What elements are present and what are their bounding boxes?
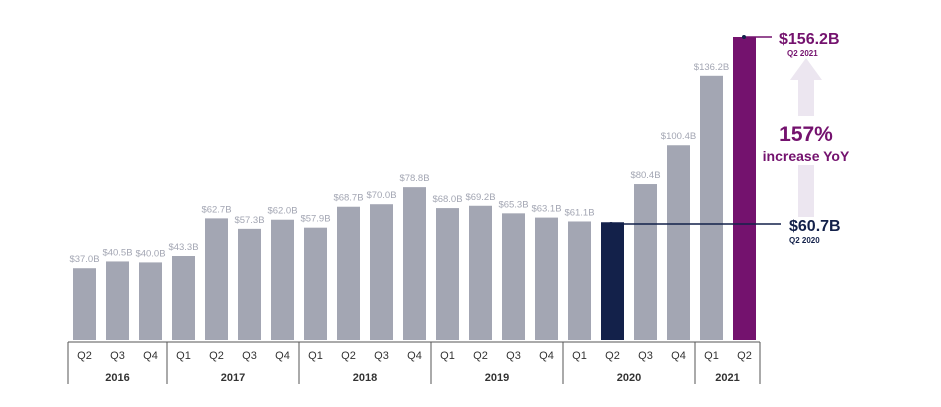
x-tick-label: Q2 xyxy=(737,350,752,362)
bar xyxy=(568,221,591,340)
bar xyxy=(733,37,756,340)
year-label: 2017 xyxy=(221,372,245,384)
x-tick-label: Q2 xyxy=(341,350,356,362)
year-label: 2018 xyxy=(353,372,377,384)
x-tick-label: Q3 xyxy=(506,350,521,362)
data-label: $40.0B xyxy=(135,248,165,259)
data-label: $57.9B xyxy=(300,214,330,225)
data-label: $61.1B xyxy=(564,207,594,218)
data-label: $68.0B xyxy=(432,194,462,205)
x-tick-label: Q4 xyxy=(407,350,422,362)
year-label: 2020 xyxy=(617,372,641,384)
x-tick-label: Q3 xyxy=(374,350,389,362)
bar xyxy=(634,184,657,340)
year-label: 2016 xyxy=(105,372,129,384)
data-label: $70.0B xyxy=(366,190,396,201)
high-marker xyxy=(742,35,746,39)
x-tick-label: Q2 xyxy=(605,350,620,362)
x-tick-label: Q4 xyxy=(539,350,554,362)
x-tick-label: Q1 xyxy=(704,350,719,362)
bar xyxy=(535,217,558,340)
high-value: $156.2B xyxy=(779,31,840,48)
bar xyxy=(370,204,393,340)
bar xyxy=(73,268,96,340)
year-label: 2021 xyxy=(715,372,739,384)
low-value: $60.7B xyxy=(789,218,841,235)
x-tick-label: Q2 xyxy=(209,350,224,362)
data-label: $78.8B xyxy=(399,173,429,184)
low-sub: Q2 2020 xyxy=(789,236,820,245)
growth-arrow-icon xyxy=(790,58,822,116)
data-label: $62.7B xyxy=(201,204,231,215)
low-marker xyxy=(609,222,613,226)
bar xyxy=(502,213,525,340)
growth-arrow-shaft xyxy=(798,165,814,217)
data-label: $100.4B xyxy=(661,131,696,142)
bar xyxy=(700,75,723,340)
bar xyxy=(238,228,261,340)
x-tick-label: Q1 xyxy=(176,350,191,362)
data-label: $68.7B xyxy=(333,193,363,204)
high-sub: Q2 2021 xyxy=(787,49,818,58)
growth-pct: 157% xyxy=(779,123,833,146)
data-label: $65.3B xyxy=(498,199,528,210)
bar xyxy=(172,256,195,340)
bar xyxy=(436,208,459,340)
x-tick-label: Q3 xyxy=(242,350,257,362)
data-label: $57.3B xyxy=(234,215,264,226)
x-tick-label: Q4 xyxy=(275,350,290,362)
data-label: $62.0B xyxy=(267,206,297,217)
bar xyxy=(271,219,294,340)
data-label: $43.3B xyxy=(168,242,198,253)
x-tick-label: Q3 xyxy=(638,350,653,362)
data-label: $80.4B xyxy=(630,170,660,181)
x-tick-label: Q2 xyxy=(77,350,92,362)
bar xyxy=(304,227,327,340)
x-tick-label: Q1 xyxy=(440,350,455,362)
bar xyxy=(403,187,426,340)
data-label: $37.0B xyxy=(69,254,99,265)
data-label: $69.2B xyxy=(465,192,495,203)
bar xyxy=(205,218,228,340)
bar xyxy=(139,262,162,340)
x-tick-label: Q3 xyxy=(110,350,125,362)
data-label: $40.5B xyxy=(102,247,132,258)
bar xyxy=(106,261,129,340)
x-tick-label: Q4 xyxy=(143,350,158,362)
growth-text: increase YoY xyxy=(763,148,850,164)
bar xyxy=(601,222,624,340)
x-tick-label: Q1 xyxy=(308,350,323,362)
bar xyxy=(337,206,360,340)
bar xyxy=(469,205,492,340)
x-tick-label: Q2 xyxy=(473,350,488,362)
data-label: $136.2B xyxy=(694,62,729,73)
x-tick-label: Q4 xyxy=(671,350,686,362)
x-tick-label: Q1 xyxy=(572,350,587,362)
data-label: $63.1B xyxy=(531,204,561,215)
bar xyxy=(667,145,690,340)
annotations: 157% increase YoY $156.2B Q2 2021 $60.7B… xyxy=(609,31,850,245)
year-label: 2019 xyxy=(485,372,509,384)
